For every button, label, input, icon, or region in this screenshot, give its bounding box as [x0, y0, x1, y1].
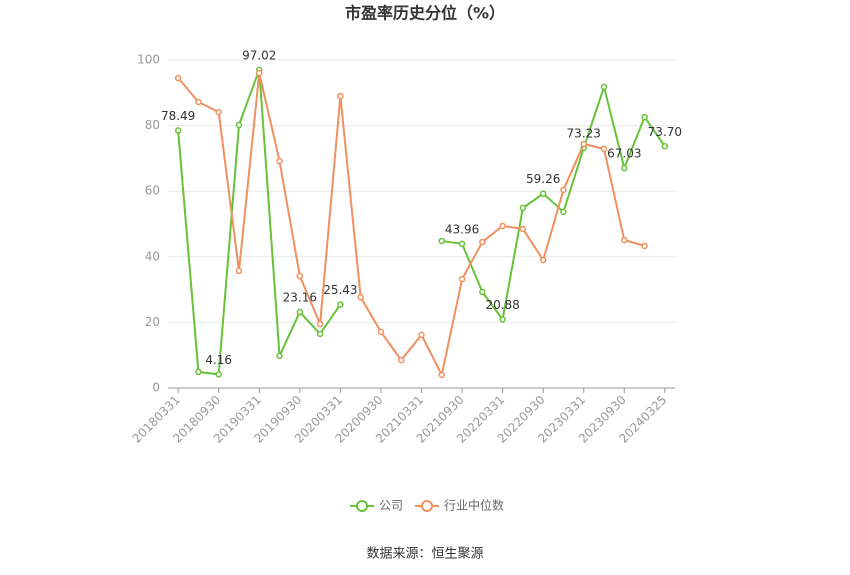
point: [458, 240, 466, 248]
source: 数据来源：恒生聚源: [366, 547, 483, 562]
legend-label: 公司: [379, 499, 403, 513]
point: [539, 256, 547, 264]
point: [195, 368, 202, 376]
point: [337, 92, 344, 100]
point: [519, 225, 527, 233]
point: [600, 145, 608, 153]
point: [276, 352, 283, 360]
legend-marker: [356, 500, 368, 512]
y-tick-label: 60: [145, 184, 160, 198]
y-tick-label: 100: [137, 53, 160, 67]
point: [499, 316, 506, 323]
point: [418, 331, 425, 339]
point: [479, 238, 486, 246]
point: [357, 293, 364, 301]
point: [174, 127, 182, 134]
point: [215, 108, 222, 116]
data-label: 97.02: [242, 48, 276, 62]
point: [560, 186, 567, 194]
y-tick-label: 80: [145, 118, 160, 132]
data-label: 78.49: [161, 109, 195, 123]
point: [316, 320, 324, 328]
point: [499, 222, 506, 230]
point: [641, 242, 648, 250]
point: [458, 275, 466, 283]
point: [479, 288, 486, 296]
series-line: [177, 72, 645, 378]
point: [174, 74, 182, 82]
data-label: 67.03: [607, 147, 641, 161]
point: [560, 208, 567, 216]
point: [397, 356, 405, 364]
point: [641, 113, 648, 121]
point: [316, 330, 324, 338]
point: [519, 204, 527, 212]
series-line: [177, 69, 666, 376]
y-tick-label: 0: [152, 381, 160, 395]
y-tick-label: 20: [145, 315, 160, 329]
point: [195, 98, 202, 106]
point: [661, 143, 669, 150]
point: [296, 272, 304, 280]
data-label: 73.70: [648, 125, 682, 139]
point: [377, 328, 385, 336]
data-label: 43.96: [445, 222, 479, 236]
point: [215, 371, 222, 378]
data-label: 25.43: [323, 283, 357, 297]
legend-marker: [421, 500, 433, 512]
chart-title: 市盈率历史分位（%）: [345, 4, 505, 23]
point: [276, 157, 283, 165]
point: [296, 308, 304, 316]
point: [621, 164, 628, 172]
data-label: 20.88: [485, 298, 519, 312]
y-tick-label: 40: [145, 249, 160, 263]
point: [256, 69, 263, 77]
point: [580, 140, 587, 148]
data-label: 73.23: [567, 126, 601, 140]
legend-label: 行业中位数: [444, 498, 504, 513]
point: [235, 267, 243, 275]
point: [438, 237, 446, 245]
point: [600, 83, 608, 91]
point: [539, 190, 547, 197]
point: [621, 236, 628, 244]
point: [337, 301, 344, 308]
data-label: 4.16: [205, 353, 232, 367]
data-label: 59.26: [526, 172, 560, 186]
point: [438, 371, 446, 379]
point: [235, 121, 243, 129]
